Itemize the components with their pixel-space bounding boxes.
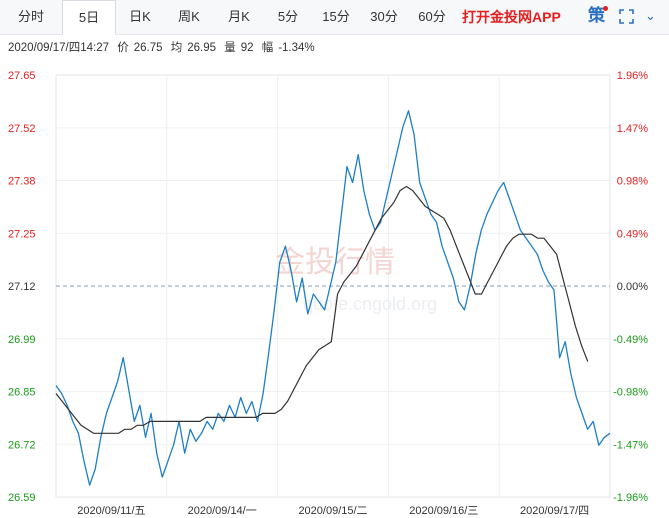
price-series-line — [55, 110, 611, 486]
tab-weekly-k[interactable]: 周K — [178, 9, 200, 24]
pct-tick-label: -0.98% — [613, 387, 648, 399]
volume-label: 量 — [224, 42, 236, 54]
tab-monthly-k[interactable]: 月K — [228, 9, 250, 24]
open-app-link[interactable]: 打开金投网APP — [462, 9, 561, 25]
fullscreen-icon[interactable] — [619, 9, 634, 24]
watermark-url: quote.cngold.org — [303, 294, 437, 314]
avg-value: 26.95 — [187, 42, 216, 54]
tab-5min[interactable]: 5分 — [277, 9, 299, 24]
watermark-title: 金投行情 — [275, 245, 395, 280]
tab-intraday[interactable]: 分时 — [17, 9, 44, 24]
pct-tick-label: 0.98% — [617, 176, 648, 188]
pct-tick-label: 0.49% — [617, 228, 648, 240]
y-tick-label: 26.85 — [8, 387, 36, 399]
y-tick-label: 27.12 — [8, 281, 36, 293]
pct-tick-label: -1.47% — [613, 439, 648, 451]
y-tick-label: 27.65 — [8, 70, 36, 82]
tab-5day[interactable]: 5日 — [62, 0, 116, 35]
quote-info-bar: 2020/09/17/四14:27 价 26.75 均 26.95 量 92 幅 -1.… — [8, 39, 320, 55]
tab-15min[interactable]: 15分 — [322, 9, 350, 24]
y-tick-label: 27.38 — [8, 176, 36, 188]
pct-tick-label: 1.47% — [617, 123, 648, 135]
volume-value: 92 — [240, 42, 254, 54]
period-tabbar: 分时 5日 日K 周K 月K 5分 15分 30分 60分 打开金投网APP 策… — [0, 0, 669, 35]
quote-datetime: 2020/09/17/四14:27 — [8, 42, 110, 54]
average-series-line — [55, 185, 589, 434]
pct-tick-label: -1.96% — [613, 492, 648, 504]
x-tick-label: 2020/09/15/二 — [298, 505, 367, 517]
price-value: 26.75 — [133, 42, 163, 54]
tab-daily-k[interactable]: 日K — [129, 9, 151, 24]
change-value: -1.34% — [278, 42, 315, 54]
y-tick-label: 26.59 — [8, 492, 36, 504]
period-tabs: 分时 5日 日K 周K 月K 5分 15分 30分 60分 — [0, 0, 456, 35]
y-tick-label: 27.52 — [8, 123, 36, 135]
price-label: 价 — [117, 42, 129, 54]
y-tick-label: 27.25 — [8, 228, 36, 240]
strategy-button[interactable]: 策 — [588, 6, 605, 25]
x-tick-label: 2020/09/11/五 — [77, 505, 145, 517]
y-tick-label: 26.99 — [8, 334, 36, 346]
notification-dot — [603, 6, 608, 11]
avg-label: 均 — [170, 42, 183, 54]
x-tick-label: 2020/09/14/一 — [188, 505, 257, 517]
pct-tick-label: 0.00% — [617, 281, 648, 293]
pct-tick-label: -0.49% — [613, 334, 648, 346]
x-tick-label: 2020/09/17/四 — [520, 505, 589, 517]
tab-60min[interactable]: 60分 — [418, 9, 446, 24]
chevron-down-icon[interactable]: ⌄ — [645, 8, 656, 23]
pct-tick-label: 1.96% — [617, 70, 648, 82]
tab-30min[interactable]: 30分 — [370, 9, 398, 24]
change-label: 幅 — [261, 42, 274, 54]
x-tick-label: 2020/09/16/三 — [409, 505, 478, 517]
y-tick-label: 26.72 — [8, 439, 36, 451]
